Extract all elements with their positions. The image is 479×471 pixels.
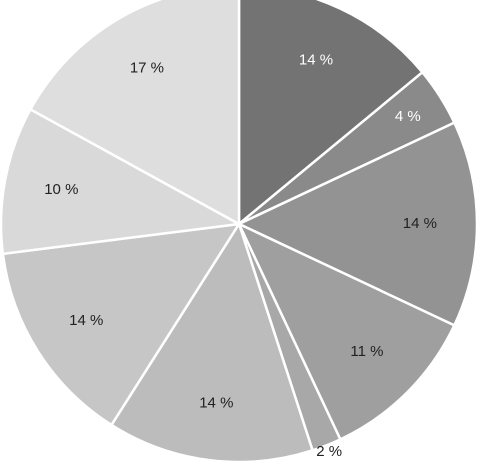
pie-slice xyxy=(236,121,479,327)
data-label: 14 % xyxy=(199,394,233,411)
data-label: 10 % xyxy=(44,181,78,198)
data-label: 11 % xyxy=(350,343,383,360)
pie-slice xyxy=(109,221,315,464)
data-label: 14 % xyxy=(299,51,333,68)
pie-slice xyxy=(1,222,242,427)
data-label: 2 % xyxy=(316,443,342,460)
pie-slice xyxy=(237,0,425,227)
pie-slice xyxy=(236,221,457,442)
data-label: 14 % xyxy=(403,215,437,232)
pie-slice xyxy=(28,0,241,227)
pie-slice xyxy=(0,107,243,256)
data-label: 17 % xyxy=(130,59,164,76)
data-label: 14 % xyxy=(69,312,103,329)
data-label: 4 % xyxy=(395,108,421,125)
